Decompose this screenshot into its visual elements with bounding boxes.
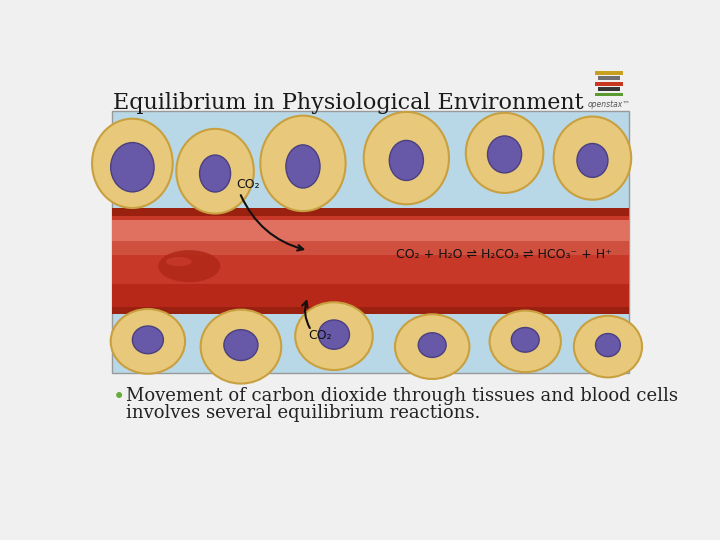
Bar — [112, 241, 629, 255]
Ellipse shape — [295, 302, 373, 370]
Bar — [112, 111, 629, 373]
Text: CO₂: CO₂ — [308, 329, 332, 342]
Ellipse shape — [595, 334, 621, 356]
Bar — [112, 220, 629, 245]
Bar — [112, 215, 629, 307]
Bar — [595, 71, 624, 75]
Text: •: • — [113, 387, 125, 407]
Ellipse shape — [390, 140, 423, 180]
Ellipse shape — [487, 136, 521, 173]
Bar — [112, 208, 629, 217]
Bar — [595, 82, 624, 85]
Text: involves several equilibrium reactions.: involves several equilibrium reactions. — [126, 403, 480, 422]
Ellipse shape — [201, 309, 282, 383]
Text: Equilibrium in Physiological Environment: Equilibrium in Physiological Environment — [113, 92, 584, 114]
Ellipse shape — [92, 119, 173, 208]
Ellipse shape — [111, 143, 154, 192]
Text: openstax™: openstax™ — [588, 100, 631, 109]
Text: CO₂: CO₂ — [235, 178, 259, 191]
Ellipse shape — [166, 257, 192, 266]
Ellipse shape — [511, 328, 539, 352]
Bar — [595, 92, 624, 96]
Ellipse shape — [286, 145, 320, 188]
Bar — [112, 285, 629, 307]
Ellipse shape — [466, 113, 544, 193]
Ellipse shape — [577, 144, 608, 177]
Ellipse shape — [318, 320, 349, 349]
Text: Movement of carbon dioxide through tissues and blood cells: Movement of carbon dioxide through tissu… — [126, 387, 678, 404]
Text: CO₂ + H₂O ⇌ H₂CO₃ ⇌ HCO₃⁻ + H⁺: CO₂ + H₂O ⇌ H₂CO₃ ⇌ HCO₃⁻ + H⁺ — [396, 248, 612, 261]
Ellipse shape — [554, 117, 631, 200]
Ellipse shape — [111, 309, 185, 374]
Ellipse shape — [490, 310, 561, 372]
Ellipse shape — [224, 330, 258, 361]
Bar — [598, 87, 621, 91]
Ellipse shape — [199, 155, 230, 192]
Ellipse shape — [261, 116, 346, 211]
Ellipse shape — [395, 314, 469, 379]
Ellipse shape — [132, 326, 163, 354]
Bar — [112, 305, 629, 314]
Ellipse shape — [176, 129, 254, 213]
Bar — [598, 76, 621, 80]
Ellipse shape — [574, 316, 642, 377]
Ellipse shape — [158, 250, 220, 282]
Ellipse shape — [418, 333, 446, 357]
Ellipse shape — [364, 112, 449, 204]
